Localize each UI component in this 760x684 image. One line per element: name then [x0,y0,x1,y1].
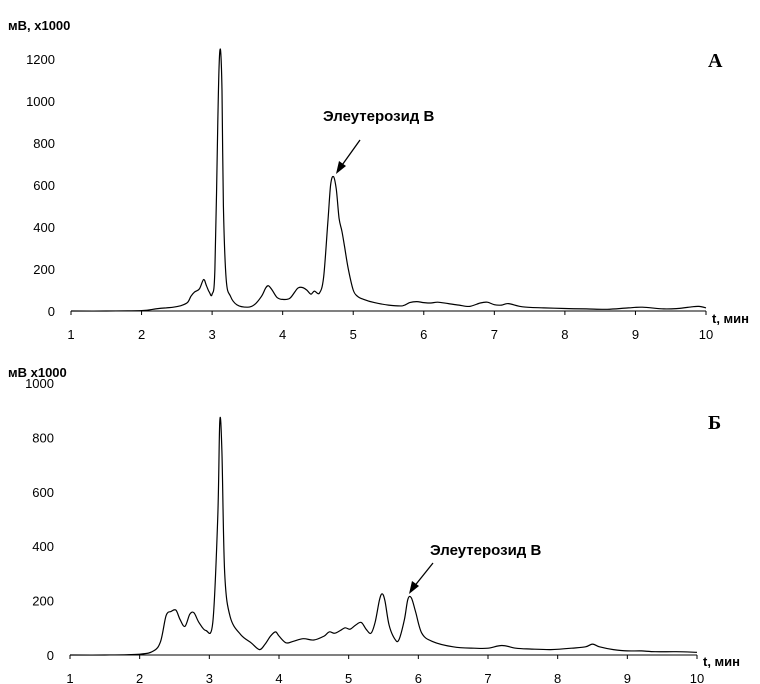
x-axis-unit-label: t, мин [703,654,740,669]
y-tick-label: 400 [32,539,54,554]
y-tick-labels: 0 200 400 600 800 1000 [25,376,54,663]
x-tick-label: 2 [136,671,143,684]
y-tick-label: 0 [47,648,54,663]
annotation-arrow [412,562,434,589]
peak-annotation: Элеутерозид В [323,108,434,174]
x-tick-label: 7 [484,671,491,684]
x-tick-marks [69,655,698,659]
chromatogram-line [69,416,698,656]
x-tick-label: 6 [420,327,427,342]
x-tick-labels: 1 2 3 4 5 6 7 8 9 10 [66,671,704,684]
y-tick-label: 1000 [26,94,55,109]
x-tick-label: 4 [279,327,286,342]
chromatogram-line [70,48,707,312]
y-tick-labels: 0 200 400 600 800 1000 1200 [26,52,55,319]
y-tick-label: 200 [33,262,55,277]
x-tick-label: 8 [554,671,561,684]
x-tick-label: 5 [350,327,357,342]
y-tick-label: 800 [32,430,54,445]
peak-annotation: Элеутерозид В [409,542,541,594]
x-tick-label: 1 [66,671,73,684]
x-tick-label: 10 [699,327,713,342]
annotation-arrowhead [336,161,346,174]
x-tick-label: 6 [415,671,422,684]
x-axis-unit-label: t, мин [712,311,749,326]
annotation-arrow [339,139,361,169]
chart-panel-a: мВ, х1000 А 0 200 400 600 800 1000 1200 1 2 3 4 5 6… [8,18,749,342]
y-axis-unit-label: мВ х1000 [8,365,67,380]
x-tick-label: 4 [275,671,282,684]
y-tick-label: 0 [48,304,55,319]
x-tick-label: 3 [206,671,213,684]
x-tick-label: 3 [208,327,215,342]
x-tick-label: 7 [491,327,498,342]
chart-panel-b: мВ х1000 Б 0 200 400 600 800 1000 1 2 3 4 5 6 7 8 9 10… [8,365,740,684]
y-tick-label: 200 [32,594,54,609]
y-tick-label: 600 [32,485,54,500]
x-tick-label: 10 [690,671,704,684]
x-tick-label: 5 [345,671,352,684]
y-tick-label: 600 [33,178,55,193]
x-tick-label: 9 [632,327,639,342]
annotation-arrowhead [409,581,419,594]
x-tick-label: 8 [561,327,568,342]
x-tick-label: 2 [138,327,145,342]
x-tick-label: 9 [624,671,631,684]
x-tick-labels: 1 2 3 4 5 6 7 8 9 10 [67,327,713,342]
x-tick-label: 1 [67,327,74,342]
panel-letter: А [708,50,723,72]
y-tick-label: 400 [33,220,55,235]
y-axis-unit-label: мВ, х1000 [8,18,70,33]
annotation-label: Элеутерозид В [323,108,434,125]
x-tick-marks [70,311,707,315]
y-tick-label: 1200 [26,52,55,67]
panel-letter: Б [708,412,721,434]
y-tick-label: 1000 [25,376,54,391]
y-tick-label: 800 [33,136,55,151]
annotation-label: Элеутерозид В [430,542,541,559]
